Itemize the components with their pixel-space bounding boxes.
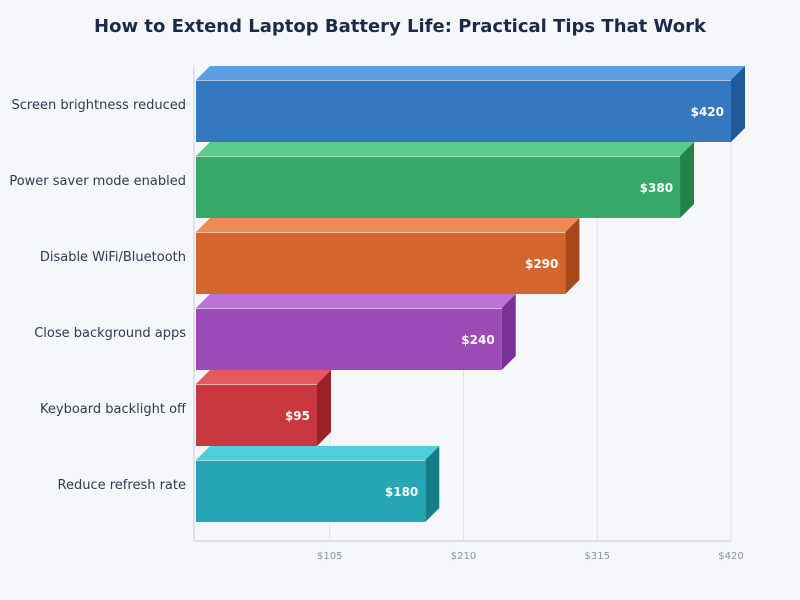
bar-value-label: $240 — [461, 333, 494, 347]
bar-side-face — [317, 370, 332, 446]
bar-side-face — [425, 446, 440, 522]
category-label: Reduce refresh rate — [58, 478, 186, 493]
bar-side-face — [501, 294, 516, 370]
bar — [196, 308, 502, 370]
chart-title: How to Extend Laptop Battery Life: Pract… — [94, 16, 706, 37]
category-label: Close background apps — [34, 326, 186, 341]
bar-side-face — [680, 142, 695, 218]
bar-side-face — [731, 66, 745, 142]
bar-top-face — [196, 218, 580, 232]
category-label: Disable WiFi/Bluetooth — [40, 250, 186, 265]
bar — [196, 80, 731, 142]
bar-top-face — [196, 446, 440, 460]
bar-side-face — [565, 218, 580, 294]
bar-top-face — [196, 142, 695, 156]
category-label: Power saver mode enabled — [9, 174, 186, 189]
x-tick-label: $315 — [585, 551, 610, 562]
x-tick-label: $210 — [451, 551, 476, 562]
bar-value-label: $420 — [691, 105, 724, 119]
bar-value-label: $95 — [285, 409, 310, 423]
bar-top-face — [196, 370, 332, 384]
bar — [196, 384, 318, 446]
x-tick-label: $105 — [317, 551, 342, 562]
bar-value-label: $180 — [385, 485, 418, 499]
category-label: Keyboard backlight off — [40, 402, 187, 417]
x-tick-label: $420 — [718, 551, 743, 562]
bar-value-label: $290 — [525, 257, 558, 271]
bar-top-face — [196, 66, 745, 80]
bar — [196, 232, 566, 294]
bar — [196, 460, 426, 522]
category-label: Screen brightness reduced — [12, 98, 186, 113]
bar-top-face — [196, 294, 516, 308]
bar — [196, 156, 681, 218]
bar-value-label: $380 — [640, 181, 673, 195]
